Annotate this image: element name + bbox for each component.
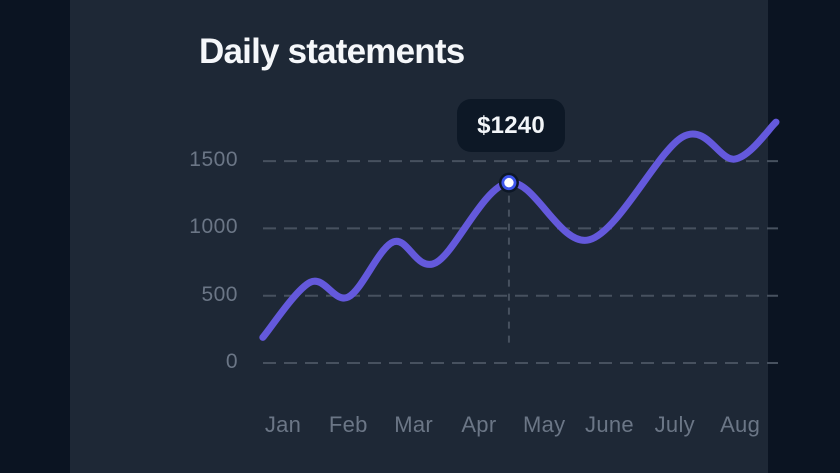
x-tick-label: June (585, 412, 634, 437)
x-tick-label: Apr (461, 412, 497, 437)
x-tick-label: Jan (264, 412, 302, 437)
tooltip-value: $1240 (477, 111, 545, 139)
y-tick-label: 1500 (189, 148, 238, 172)
data-point-marker[interactable] (504, 177, 514, 188)
x-tick-label: May (522, 412, 566, 437)
daily-statements-card: Daily statements 0 500 1000 1500 Jan Feb Mar A… (70, 0, 780, 473)
x-tick-label: Aug (720, 412, 761, 437)
x-tick-label: Feb (328, 412, 368, 437)
statements-line[interactable] (259, 118, 780, 341)
y-tick-label: 1000 (189, 215, 238, 239)
x-tick-label: Mar (394, 412, 433, 437)
line-chart-canvas[interactable] (70, 0, 840, 473)
chart-title: Daily statements (199, 32, 465, 71)
x-tick-label: July (654, 412, 695, 437)
value-tooltip: $1240 (457, 99, 565, 152)
y-tick-label: 0 (225, 350, 238, 373)
y-tick-label: 500 (201, 282, 238, 306)
